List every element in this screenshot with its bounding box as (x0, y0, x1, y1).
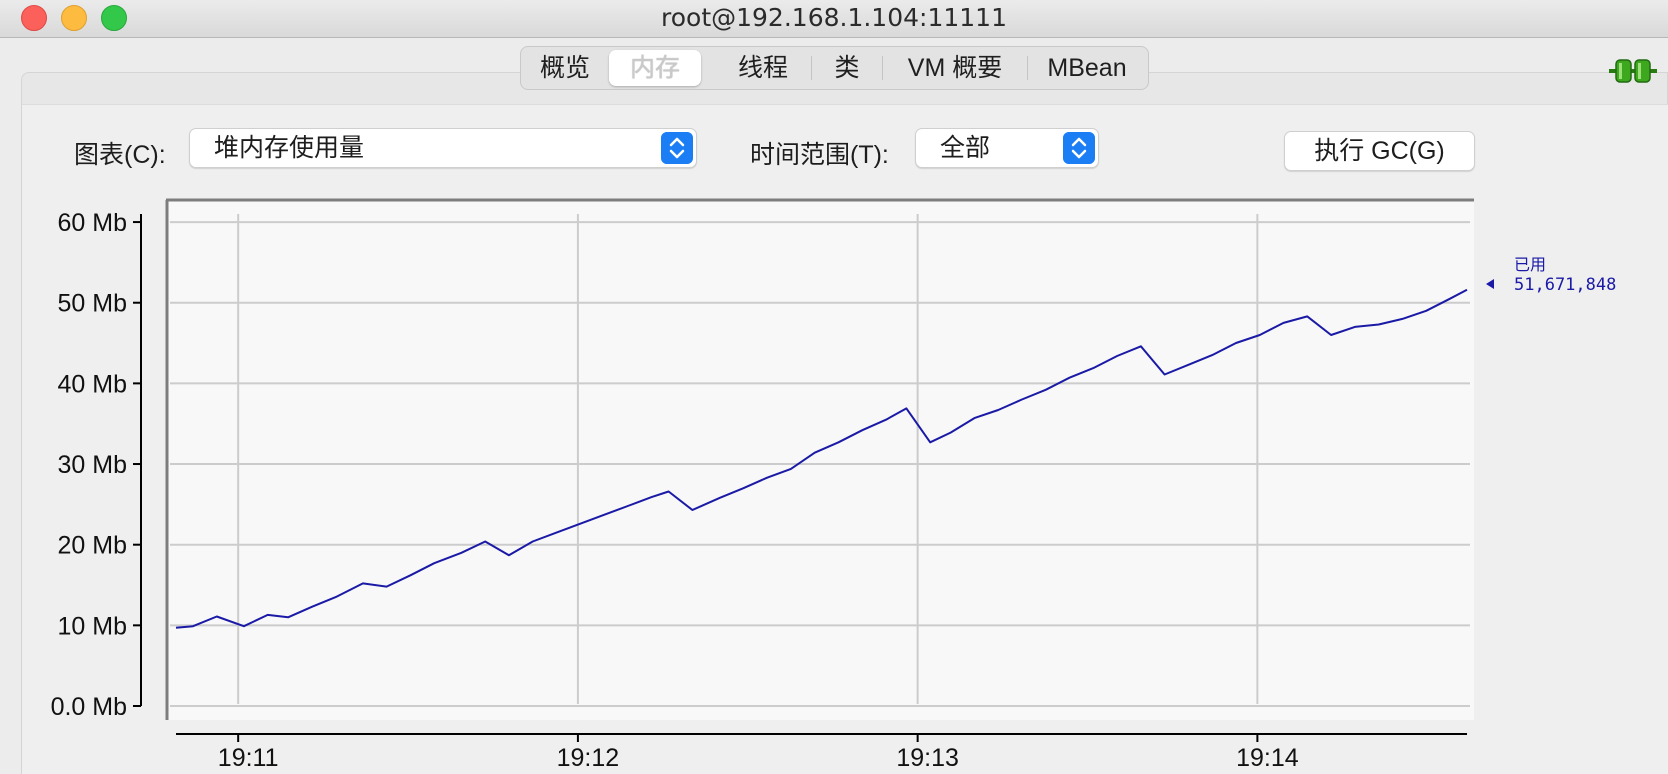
legend-series-name: 已用 (1514, 255, 1546, 274)
y-tick-label: 20 Mb (58, 532, 127, 560)
x-tick-label: 19:12 (557, 744, 620, 772)
x-tick-label: 19:11 (218, 744, 279, 772)
y-tick-label: 40 Mb (58, 370, 127, 398)
y-tick-label: 50 Mb (58, 290, 127, 318)
y-tick-label: 0.0 Mb (51, 693, 127, 721)
x-tick-label: 19:14 (1236, 744, 1299, 772)
y-tick-label: 10 Mb (58, 612, 127, 640)
plot-area (166, 200, 1474, 720)
x-tick-label: 19:13 (896, 744, 959, 772)
legend-series-value: 51,671,848 (1514, 275, 1616, 295)
legend-marker-icon (1486, 279, 1494, 289)
y-tick-label: 30 Mb (58, 451, 127, 479)
y-tick-label: 60 Mb (58, 209, 127, 237)
